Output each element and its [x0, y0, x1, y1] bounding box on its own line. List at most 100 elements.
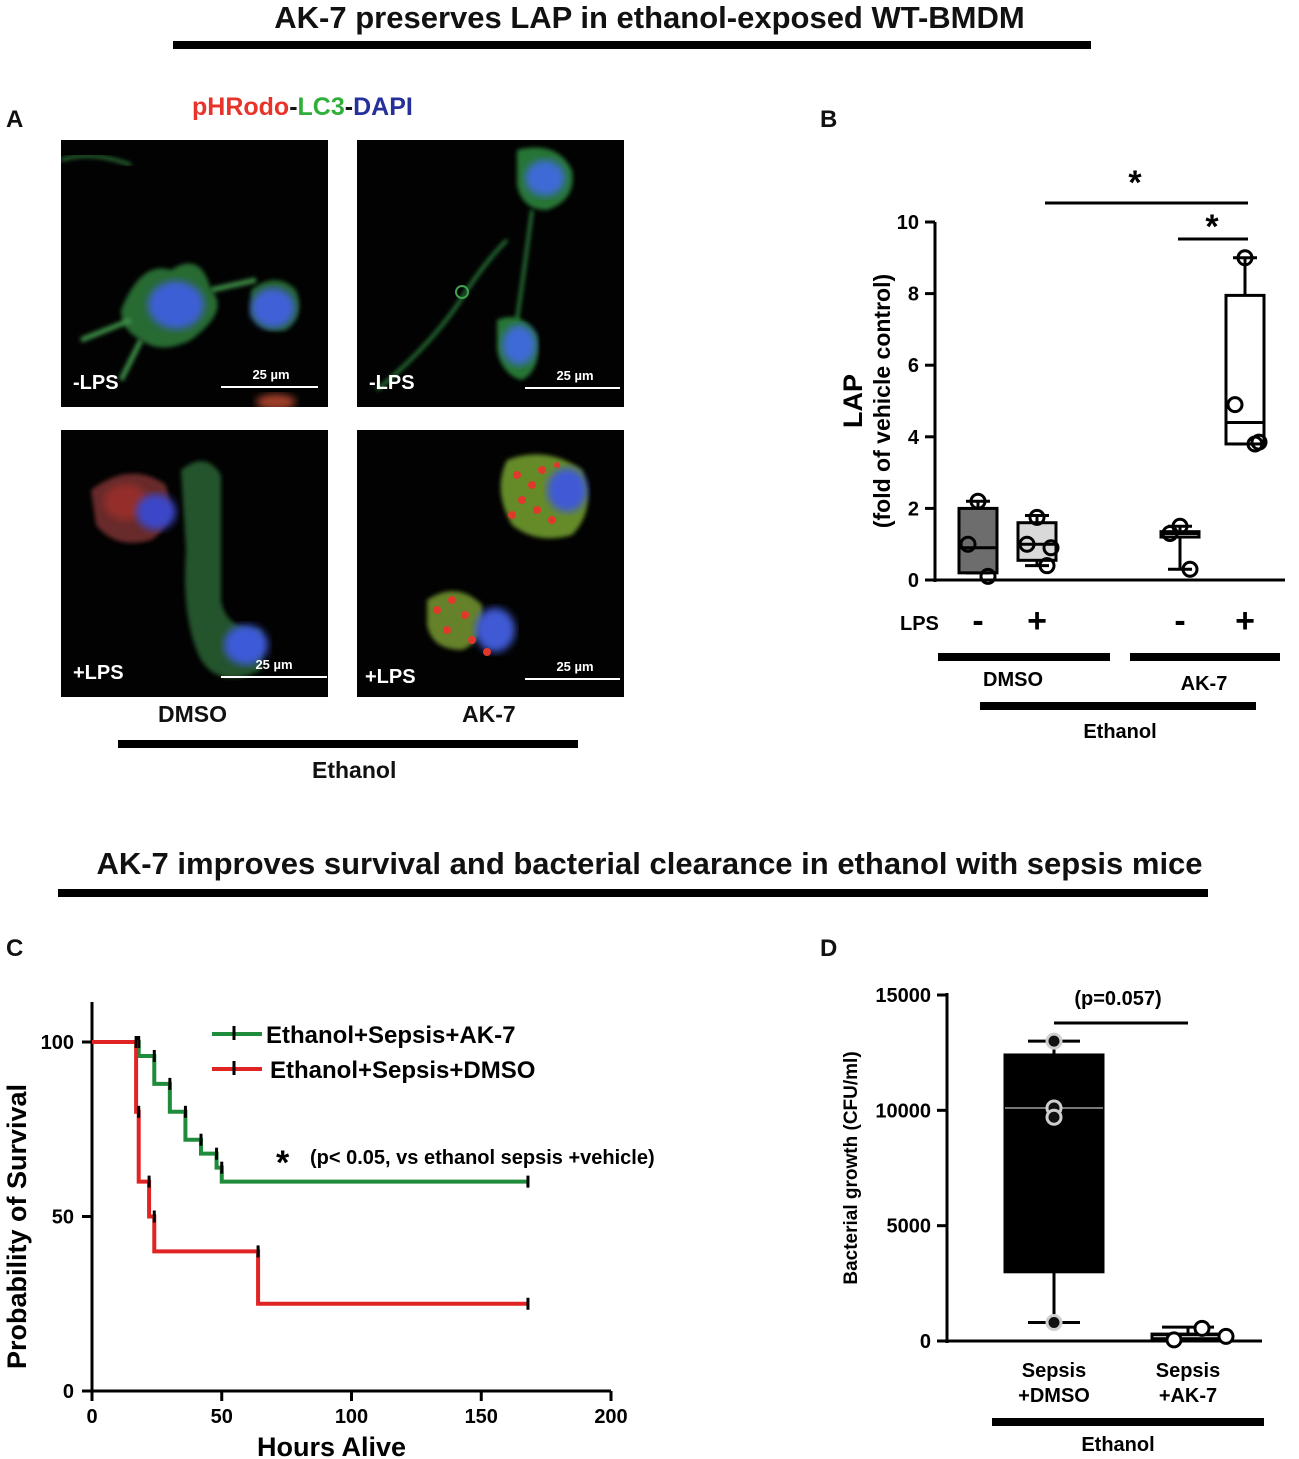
x-tick-label: 200: [594, 1406, 627, 1428]
scale-label: 25 µm: [556, 659, 594, 674]
scale-bar: [525, 678, 620, 680]
x-tick-label: 0: [86, 1406, 97, 1428]
data-point: [1217, 1327, 1235, 1345]
stain-sep: -: [289, 93, 298, 121]
x-tick-label: 150: [465, 1406, 498, 1428]
cell-image: [61, 154, 300, 407]
data-point: [1236, 249, 1254, 267]
data-point: [1038, 557, 1056, 575]
data-point: [1181, 560, 1199, 578]
treatment-label: DMSO: [983, 669, 1043, 691]
x-category-label: +AK-7: [1159, 1385, 1217, 1407]
data-point: [959, 535, 977, 553]
y-tick-label: 2: [908, 498, 919, 520]
group-bar-ak7: [1130, 653, 1280, 661]
treatment-label: AK-7: [1181, 673, 1228, 695]
scale-label: 25 µm: [255, 657, 293, 672]
cell-image: [376, 147, 573, 392]
data-point: [1045, 1108, 1063, 1126]
title-underline-bottom: [58, 889, 1208, 897]
scale-bar: [221, 676, 327, 678]
tile-label: -LPS: [73, 372, 119, 394]
data-point: [1165, 1331, 1183, 1349]
tile-label: +LPS: [365, 666, 416, 688]
x-axis-label: Hours Alive: [257, 1432, 406, 1459]
micrograph-ak7-minus-lps: -LPS 25 µm: [357, 140, 624, 407]
y-tick-label: 0: [63, 1381, 74, 1403]
data-point: [1193, 1319, 1211, 1337]
x-category-label: +DMSO: [1018, 1385, 1090, 1407]
y-axis-label: LAP: [840, 374, 868, 428]
micrograph-ak7-plus-lps: +LPS 25 µm: [357, 430, 624, 697]
data-point: [1018, 535, 1036, 553]
data-point: [1042, 539, 1060, 557]
y-axis-label-2: (fold of vehicle control): [869, 274, 895, 528]
y-tick-label: 5000: [887, 1216, 932, 1238]
scale-bar: [525, 387, 620, 389]
y-tick-label: 4: [908, 427, 920, 449]
annotation-mark: *: [276, 1144, 290, 1182]
figure-title-bottom: AK-7 improves survival and bacterial cle…: [96, 846, 1203, 881]
y-tick-label: 6: [908, 355, 919, 377]
stain-sep: -: [344, 93, 354, 121]
chart-panel-d: 0 5000 10000 15000 Bacterial growth (CFU/ml)…: [841, 985, 1264, 1456]
panel-a-col-label-dmso: DMSO: [158, 701, 227, 727]
y-tick-label: 8: [908, 284, 919, 306]
x-category-label: Sepsis: [1156, 1360, 1220, 1382]
scale-label: 25 µm: [252, 367, 290, 382]
stain-DAPI: DAPI: [353, 93, 413, 121]
panel-a-col-label-ak7: AK-7: [462, 701, 516, 727]
y-tick-label: 0: [908, 570, 919, 592]
y-tick-label: 15000: [875, 985, 931, 1007]
x-tick-label: 50: [211, 1406, 233, 1428]
chart-panel-c: 0 50 100 0 50 100 150 200 Hours Alive Probability…: [2, 1002, 655, 1459]
box: [1224, 293, 1266, 446]
lps-sign: +: [1027, 602, 1047, 640]
y-tick-label: 50: [52, 1207, 74, 1229]
y-axis-label: Probability of Survival: [2, 1084, 32, 1369]
panel-d-letter: D: [820, 935, 838, 962]
y-tick-label: 100: [41, 1032, 74, 1054]
stain-pHRodo: pHRodo: [192, 93, 290, 121]
lps-sign: -: [972, 602, 983, 640]
box: [957, 506, 999, 575]
data-point: [969, 492, 987, 510]
scale-bar: [221, 386, 318, 388]
lps-sign: +: [1235, 602, 1255, 640]
panel-a-letter: A: [6, 106, 24, 133]
lps-sign: -: [1174, 602, 1185, 640]
y-tick-label: 10: [897, 212, 919, 234]
sig-label: *: [1205, 208, 1219, 246]
data-point: [1250, 433, 1268, 451]
micrograph-dmso-minus-lps: -LPS 25 µm: [61, 140, 328, 407]
group-bar-dmso: [938, 653, 1110, 661]
panel-a-group-bar: [118, 740, 578, 748]
data-point: [1045, 1314, 1063, 1332]
tile-label: +LPS: [73, 662, 124, 684]
group-label: Ethanol: [1083, 721, 1156, 743]
scale-label: 25 µm: [556, 368, 594, 383]
panel-b-letter: B: [820, 106, 838, 133]
legend-label: Ethanol+Sepsis+AK-7: [266, 1022, 515, 1049]
cell-image: [91, 461, 268, 678]
y-tick-label: 0: [920, 1331, 931, 1353]
cell-image: [427, 454, 588, 656]
panel-c-letter: C: [6, 935, 24, 962]
survival-curve: [92, 1040, 528, 1306]
x-tick-label: 100: [335, 1406, 368, 1428]
y-tick-label: 10000: [875, 1100, 931, 1122]
chart-panel-b: 0 2 4 6 8 10 LAP (fold of vehicle control) - + - + L…: [840, 164, 1285, 743]
survival-curve: [92, 1040, 528, 1184]
data-point: [1028, 508, 1046, 526]
tile-label: -LPS: [369, 372, 415, 394]
micrograph-dmso-plus-lps: +LPS 25 µm: [61, 430, 328, 697]
data-point: [1226, 396, 1244, 414]
sig-label: *: [1128, 164, 1142, 202]
annotation-text: (p< 0.05, vs ethanol sepsis +vehicle): [310, 1147, 655, 1169]
stain-LC3: LC3: [297, 93, 345, 121]
data-point: [1045, 1032, 1063, 1050]
x-category-label: Sepsis: [1022, 1360, 1086, 1382]
figure-title-top: AK-7 preserves LAP in ethanol-exposed WT…: [274, 0, 1025, 35]
group-bar-ethanol: [992, 1418, 1264, 1426]
data-point: [1161, 524, 1179, 542]
